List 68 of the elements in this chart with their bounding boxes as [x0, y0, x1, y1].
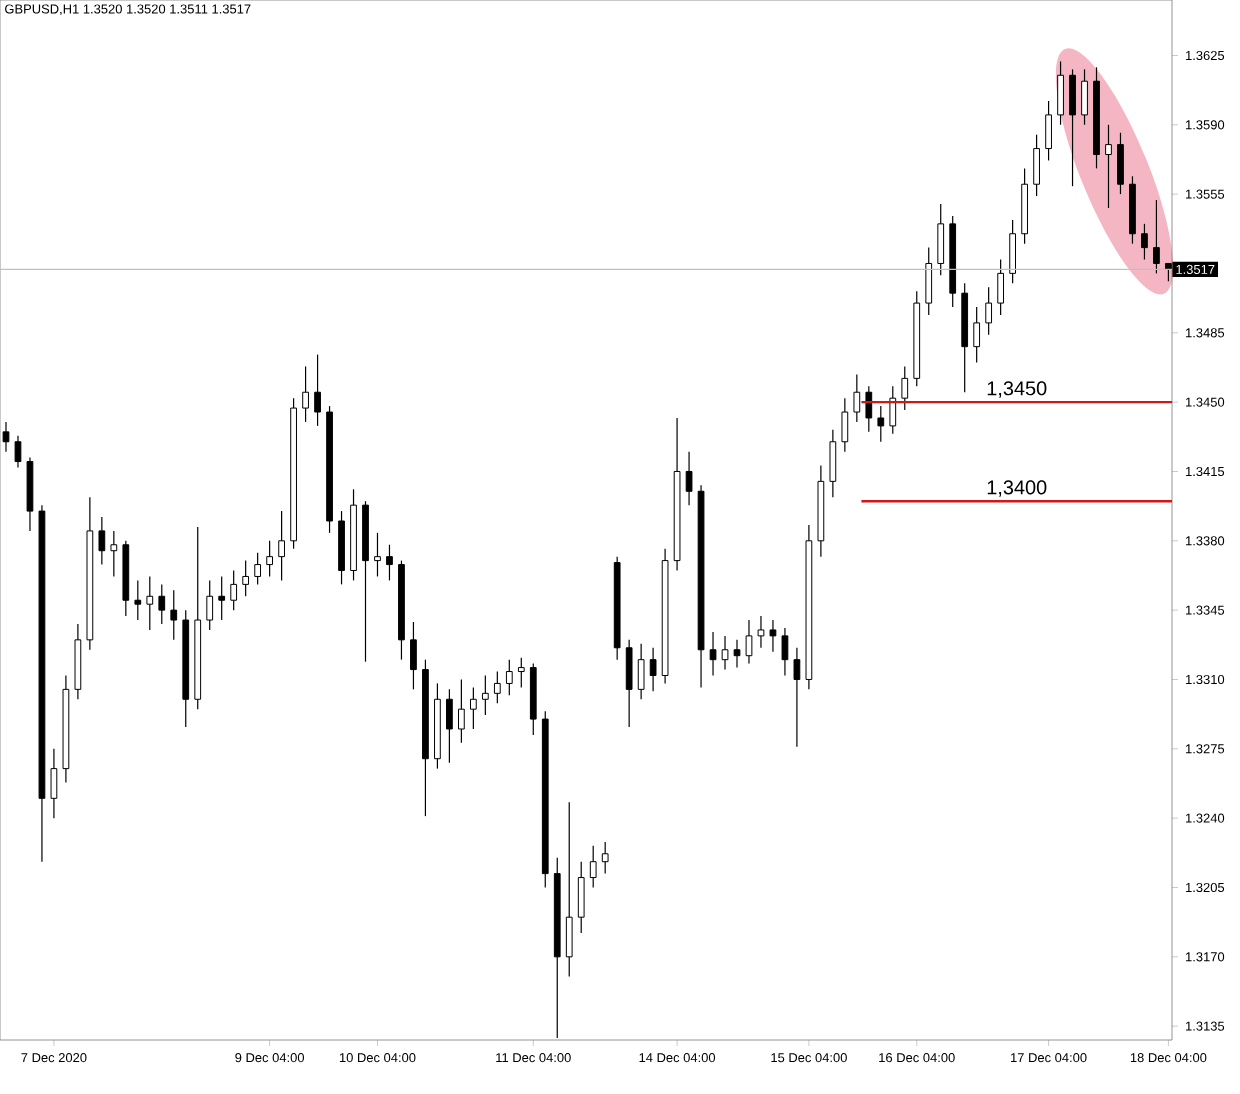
candlestick	[50, 748, 58, 819]
candlestick	[865, 385, 873, 433]
candlestick	[709, 631, 717, 677]
candlestick	[901, 365, 909, 411]
candlestick	[745, 619, 753, 665]
candlestick	[757, 615, 765, 649]
candlestick	[374, 532, 381, 578]
candlestick	[685, 451, 693, 506]
ref-line-label: 1,3450	[987, 381, 1047, 398]
candlestick	[889, 385, 897, 435]
candlestick	[218, 575, 226, 621]
candlestick	[230, 569, 238, 611]
candlestick	[493, 670, 501, 704]
candlestick	[458, 678, 465, 744]
ref-line-label: 1,3400	[987, 480, 1047, 497]
candlestick	[134, 579, 142, 621]
candlestick	[446, 688, 453, 764]
candlestick	[314, 353, 321, 427]
candlestick	[565, 801, 573, 978]
candlestick	[242, 560, 250, 597]
candlestick	[1081, 68, 1088, 126]
candlestick	[625, 639, 633, 728]
candlestick	[1105, 124, 1112, 209]
candlestick	[98, 516, 106, 566]
candlestick	[2, 421, 10, 453]
candlestick	[517, 657, 525, 688]
candlestick	[1057, 60, 1064, 126]
candlestick	[1153, 199, 1160, 274]
candlestick	[649, 647, 657, 692]
candlestick	[793, 647, 801, 748]
candlestick	[577, 861, 585, 934]
candlestick	[769, 619, 777, 653]
candlestick	[386, 544, 393, 582]
candlestick	[721, 635, 729, 671]
candlestick	[14, 435, 22, 469]
candlestick	[1117, 132, 1124, 195]
candlestick	[505, 659, 513, 696]
candlestick	[829, 429, 837, 498]
candlestick	[1141, 223, 1148, 261]
candlestick	[841, 397, 849, 453]
candlestick	[973, 306, 981, 364]
candlestick	[1045, 100, 1052, 162]
candlestick	[781, 627, 789, 677]
candlestick	[589, 845, 597, 889]
candlestick	[158, 583, 166, 625]
candlestick	[146, 575, 154, 631]
candlestick	[170, 589, 178, 641]
candlestick	[997, 258, 1005, 316]
candlestick	[410, 621, 417, 690]
candlestick	[1033, 134, 1040, 197]
candlestick	[985, 286, 993, 336]
candlestick	[266, 540, 274, 578]
candlestick	[278, 510, 285, 582]
candlestick	[1069, 68, 1076, 187]
candlestick	[481, 674, 489, 716]
candlestick	[877, 405, 885, 443]
candlestick	[469, 686, 477, 730]
candlestick	[206, 579, 214, 631]
candlestick	[302, 365, 309, 423]
candlestick	[937, 203, 945, 276]
candlestick	[733, 639, 741, 669]
candlestick	[254, 552, 262, 585]
candlestick	[601, 841, 609, 875]
candlestick	[925, 247, 933, 316]
candlestick	[110, 530, 118, 578]
candlestick	[637, 643, 645, 700]
candlestick	[1009, 219, 1016, 284]
candlestick	[853, 373, 861, 423]
